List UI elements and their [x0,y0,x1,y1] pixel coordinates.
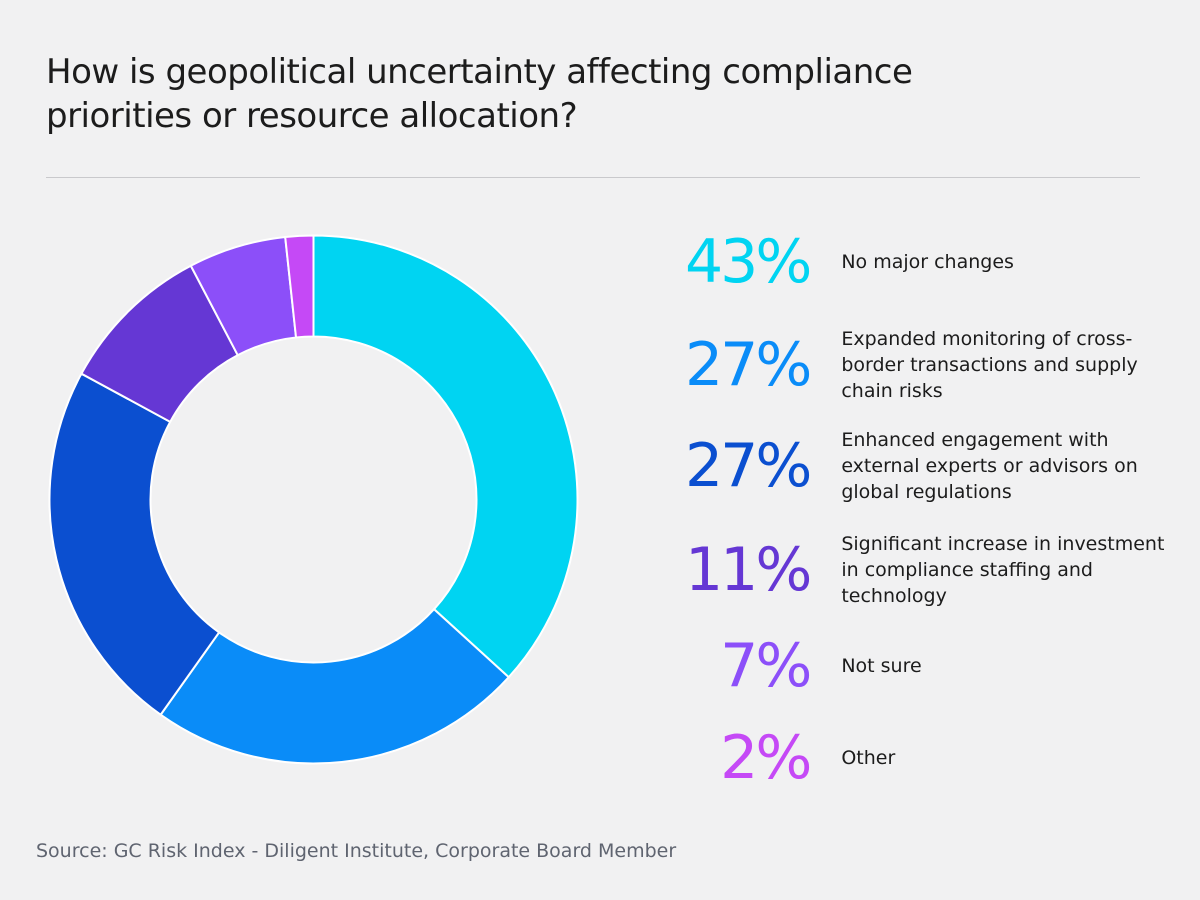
legend-item: 2% Other [640,703,1180,813]
legend-value: 2% [720,723,812,793]
legend-item: 27% Enhanced engagement with external exp… [640,411,1180,521]
chart-title: How is geopolitical uncertainty affectin… [46,52,913,136]
legend-item: 7% Not sure [640,611,1180,721]
legend-label: Expanded monitoring of cross-border tran… [841,328,1138,402]
legend-item: 27% Expanded monitoring of cross-border t… [640,310,1180,420]
donut-slice-1 [159,607,511,765]
legend-label: No major changes [841,251,1014,273]
legend-label: Other [841,747,896,769]
source-note: Source: GC Risk Index - Diligent Institu… [36,840,677,862]
donut-slice-0 [312,234,579,679]
legend-value: 43% [684,227,812,297]
legend-item: 43% No major changes [640,207,1180,317]
legend-value: 11% [684,535,812,605]
legend-item: 11% Significant increase in investment in… [640,515,1180,625]
donut-chart [48,234,579,765]
legend-value: 27% [684,431,812,501]
legend-label: Enhanced engagement with external expert… [841,429,1138,503]
legend-value: 27% [684,330,812,400]
legend-label: Significant increase in investment in co… [841,533,1165,607]
title-divider [46,177,1140,178]
legend-label: Not sure [841,655,922,677]
donut-slice-5 [284,234,315,339]
legend-value: 7% [720,631,812,701]
donut-slice-2 [48,372,221,717]
